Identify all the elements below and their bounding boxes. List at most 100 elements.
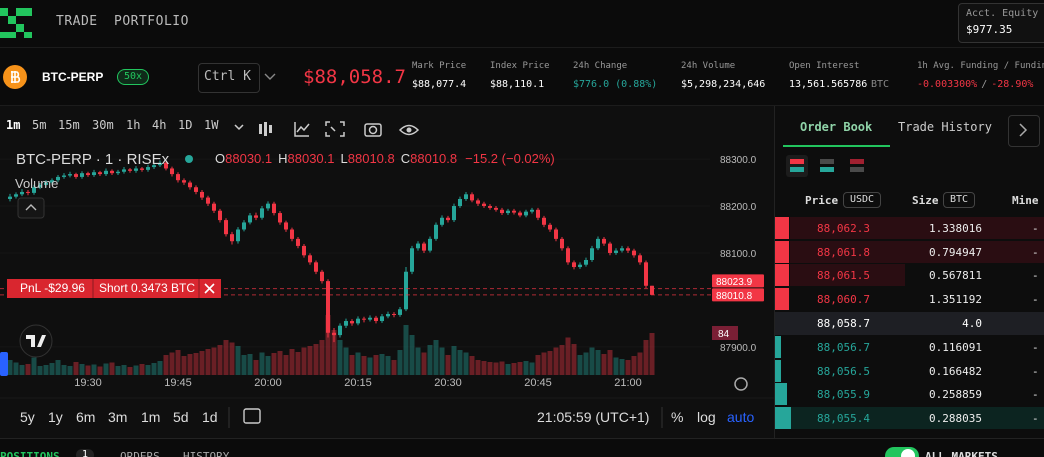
volume-bar xyxy=(199,351,205,375)
range-button[interactable]: 1d xyxy=(202,409,218,425)
price-chart: 88300.0 88200.0 88100.0 87900.0 88010.8 88023… xyxy=(0,151,775,428)
volume-bar xyxy=(103,363,109,375)
volume-bar xyxy=(235,346,241,375)
ob-price[interactable]: 88,061.8 xyxy=(817,245,870,259)
range-button[interactable]: 1y xyxy=(48,409,63,425)
candle-body xyxy=(596,238,600,249)
tab[interactable]: POSITIONS xyxy=(0,450,60,457)
nav-link[interactable]: TRADE xyxy=(56,14,98,29)
volume-bar xyxy=(379,354,385,375)
scale-option[interactable]: % xyxy=(671,409,684,425)
candle-body xyxy=(146,167,150,170)
ob-price[interactable]: 88,055.9 xyxy=(817,388,870,402)
tab[interactable]: ORDERS xyxy=(120,450,160,457)
range-button[interactable]: 5y xyxy=(20,409,35,425)
volume-bar xyxy=(211,347,217,375)
nav-link[interactable]: PORTFOLIO xyxy=(114,14,189,29)
candle-body xyxy=(170,168,174,175)
ob-price[interactable]: 88,062.3 xyxy=(817,222,870,235)
volume-bar xyxy=(43,365,49,375)
volume-bar xyxy=(271,353,277,375)
ob-tab[interactable]: Order Book xyxy=(800,120,873,134)
candle-body xyxy=(380,316,384,322)
ob-price[interactable]: 88,056.7 xyxy=(817,341,870,354)
calendar-icon xyxy=(243,408,261,424)
candle-body xyxy=(164,162,168,169)
volume-bar xyxy=(307,346,313,375)
ob-price[interactable]: 88,056.5 xyxy=(817,364,870,378)
volume-bar xyxy=(19,365,25,375)
depth-edge xyxy=(775,240,789,263)
ob-unit[interactable]: USDC xyxy=(843,192,882,208)
candle-body xyxy=(506,210,510,214)
depth-view-toggles[interactable] xyxy=(786,155,876,179)
volume-bar xyxy=(601,354,607,375)
interval[interactable]: 1m xyxy=(6,118,21,132)
candle-body xyxy=(392,313,396,315)
volume-bar xyxy=(85,365,91,375)
volume-bar xyxy=(223,340,229,375)
stat-label: Index Price xyxy=(490,61,550,71)
volume-bar xyxy=(109,362,115,375)
ob-unit[interactable]: BTC xyxy=(943,192,976,208)
range-button[interactable]: 3m xyxy=(108,409,128,425)
volume-bar xyxy=(7,360,13,375)
chevron[interactable] xyxy=(264,72,276,82)
volume-bar xyxy=(391,360,397,375)
range-button[interactable]: 6m xyxy=(76,409,96,425)
position-side: Short 0.3473 BTC xyxy=(99,281,195,295)
volume-bar xyxy=(193,353,199,375)
ob-price[interactable]: 88,055.4 xyxy=(817,411,870,425)
tab[interactable]: HISTORY xyxy=(183,450,230,457)
chart-toolbar-icons[interactable] xyxy=(232,120,432,140)
scale-option[interactable]: auto xyxy=(727,409,755,425)
search-box[interactable] xyxy=(198,63,260,93)
candle-body xyxy=(350,321,354,324)
interval[interactable]: 1W xyxy=(204,118,219,132)
volume-bar xyxy=(175,350,181,375)
x-tick-label: 20:30 xyxy=(434,377,462,389)
candle-body xyxy=(296,238,300,246)
interval[interactable]: 30m xyxy=(92,118,114,132)
volume-bar xyxy=(475,360,481,375)
candle-body xyxy=(428,238,432,251)
interval[interactable]: 15m xyxy=(58,118,80,132)
range-button[interactable]: 1m xyxy=(141,409,161,425)
clock: 21:05:59 (UTC+1) xyxy=(537,409,650,425)
volume-bar xyxy=(127,367,133,375)
search-hint[interactable]: Ctrl K xyxy=(204,69,251,84)
ob-tab[interactable]: Trade History xyxy=(898,120,992,134)
volume-bar xyxy=(145,365,151,375)
candle-body xyxy=(464,194,468,199)
interval[interactable]: 5m xyxy=(32,118,47,132)
depth-edge xyxy=(775,287,789,310)
candle-body xyxy=(440,217,444,225)
volume-bar xyxy=(73,362,79,375)
volume-bar xyxy=(535,355,541,375)
scale-option[interactable]: log xyxy=(697,409,716,425)
volume-bar xyxy=(421,352,427,375)
symbol[interactable]: BTC-PERP xyxy=(42,70,104,84)
volume-bar xyxy=(259,352,265,375)
ob-price[interactable]: 88,060.7 xyxy=(817,292,870,306)
interval[interactable]: 1D xyxy=(178,118,193,132)
collapse-button xyxy=(17,197,45,219)
volume-tag xyxy=(712,326,738,340)
tab[interactable]: ALL MARKETS xyxy=(925,450,998,457)
volume-bar xyxy=(517,362,523,375)
candle-body xyxy=(278,213,282,223)
candle-body xyxy=(470,194,474,201)
tab-arrow[interactable] xyxy=(1008,115,1040,147)
volume-tag-label: 84 xyxy=(718,329,730,340)
interval[interactable]: 4h xyxy=(152,118,167,132)
equity-box xyxy=(958,3,1044,43)
logo[interactable] xyxy=(0,4,34,40)
volume-bar xyxy=(115,366,121,375)
range-button[interactable]: 5d xyxy=(173,409,189,425)
interval[interactable]: 1h xyxy=(126,118,141,132)
candle-body xyxy=(458,198,462,207)
volume-bar xyxy=(133,365,139,375)
ob-price[interactable]: 88,061.5 xyxy=(817,269,870,283)
candle-body xyxy=(452,206,456,221)
x-tick-label: 20:00 xyxy=(254,377,282,389)
